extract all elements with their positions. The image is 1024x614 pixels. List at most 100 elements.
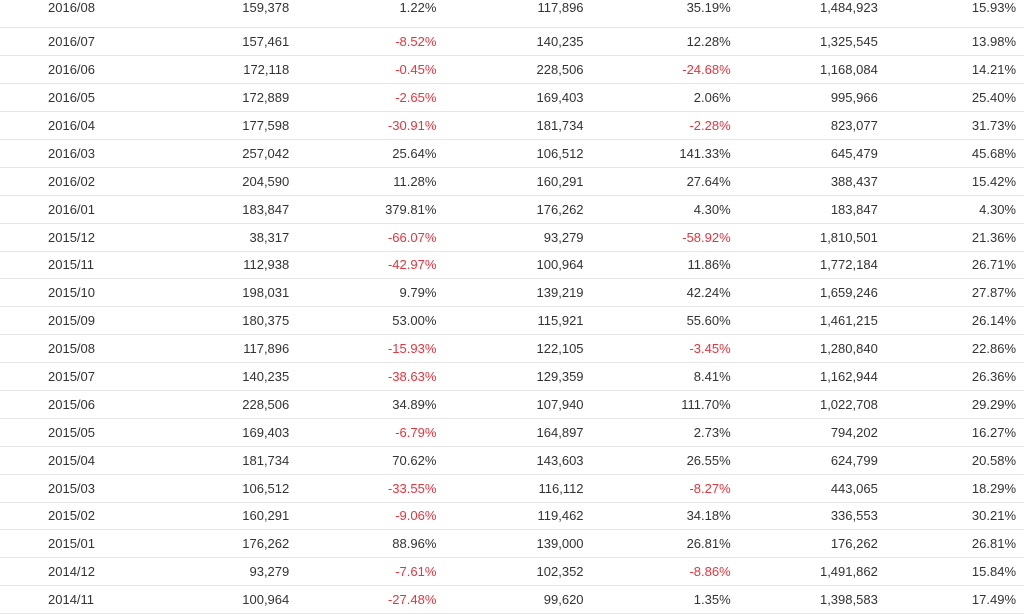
value-a-cell: 169,403 [151, 418, 290, 447]
value-a-cell: 159,378 [151, 0, 290, 29]
cumulative-cell: 1,461,215 [730, 306, 878, 336]
cumulative-change-cell: 30.21% [877, 502, 1024, 531]
table-row: 2015/09 180,375 53.00% 115,921 55.60% 1,461,2… [0, 306, 1024, 336]
cumulative-cell: 1,022,708 [730, 390, 878, 419]
cumulative-change-cell: 25.40% [877, 83, 1024, 113]
change-b-cell: 4.30% [583, 195, 731, 224]
cumulative-change-cell: 14.21% [877, 55, 1024, 85]
change-b-cell: -24.68% [583, 55, 731, 85]
table-row: 2016/07 157,461 -8.52% 140,235 12.28% 1,325,5… [0, 27, 1024, 57]
cumulative-cell: 1,398,583 [730, 585, 878, 614]
table-row: 2015/03 106,512 -33.55% 116,112 -8.27% 443,06… [0, 474, 1024, 503]
change-b-cell: 42.24% [583, 278, 731, 308]
table-row: 2015/11 112,938 -42.97% 100,964 11.86% 1,772,… [0, 251, 1024, 280]
change-b-cell: -8.86% [583, 557, 731, 587]
cumulative-cell: 176,262 [730, 529, 878, 559]
table-row: 2016/04 177,598 -30.91% 181,734 -2.28% 823,07… [0, 111, 1024, 140]
change-a-cell: -33.55% [289, 474, 437, 503]
value-b-cell: 228,506 [436, 55, 584, 85]
month-cell: 2016/08 [0, 0, 152, 29]
change-a-cell: -7.61% [289, 557, 437, 587]
change-b-cell: 55.60% [583, 306, 731, 336]
change-a-cell: -66.07% [289, 223, 437, 252]
table-row: 2016/02 204,590 11.28% 160,291 27.64% 388,437… [0, 167, 1024, 196]
change-a-cell: 88.96% [289, 529, 437, 559]
change-a-cell: 70.62% [289, 446, 437, 475]
month-cell: 2015/08 [0, 334, 152, 364]
value-a-cell: 100,964 [151, 585, 290, 614]
value-b-cell: 119,462 [436, 502, 584, 531]
cumulative-change-cell: 15.93% [877, 0, 1024, 29]
month-cell: 2015/02 [0, 502, 152, 531]
change-b-cell: 12.28% [583, 27, 731, 57]
change-a-cell: -0.45% [289, 55, 437, 85]
value-b-cell: 139,000 [436, 529, 584, 559]
change-a-cell: 25.64% [289, 139, 437, 168]
cumulative-change-cell: 15.84% [877, 557, 1024, 587]
change-a-cell: 9.79% [289, 278, 437, 308]
change-b-cell: 26.81% [583, 529, 731, 559]
value-a-cell: 160,291 [151, 502, 290, 531]
table-row: 2015/04 181,734 70.62% 143,603 26.55% 624,799… [0, 446, 1024, 475]
month-cell: 2016/05 [0, 83, 152, 113]
change-b-cell: 111.70% [583, 390, 731, 419]
change-b-cell: 1.35% [583, 585, 731, 614]
change-a-cell: 1.22% [289, 0, 437, 29]
value-a-cell: 172,889 [151, 83, 290, 113]
value-a-cell: 177,598 [151, 111, 290, 140]
cumulative-change-cell: 21.36% [877, 223, 1024, 252]
change-b-cell: 11.86% [583, 251, 731, 280]
value-b-cell: 169,403 [436, 83, 584, 113]
month-cell: 2015/12 [0, 223, 152, 252]
month-cell: 2016/07 [0, 27, 152, 57]
value-a-cell: 183,847 [151, 195, 290, 224]
cumulative-cell: 1,280,840 [730, 334, 878, 364]
change-a-cell: -42.97% [289, 251, 437, 280]
cumulative-change-cell: 17.49% [877, 585, 1024, 614]
cumulative-change-cell: 27.87% [877, 278, 1024, 308]
month-cell: 2016/01 [0, 195, 152, 224]
cumulative-cell: 823,077 [730, 111, 878, 140]
table-row: 2016/06 172,118 -0.45% 228,506 -24.68% 1,168,… [0, 55, 1024, 85]
change-a-cell: -30.91% [289, 111, 437, 140]
change-b-cell: 35.19% [583, 0, 731, 29]
cumulative-cell: 388,437 [730, 167, 878, 196]
cumulative-change-cell: 26.14% [877, 306, 1024, 336]
table-row: 2015/05 169,403 -6.79% 164,897 2.73% 794,202 1… [0, 418, 1024, 447]
table-row: 2015/06 228,506 34.89% 107,940 111.70% 1,022,… [0, 390, 1024, 419]
value-b-cell: 106,512 [436, 139, 584, 168]
month-cell: 2016/06 [0, 55, 152, 85]
value-a-cell: 106,512 [151, 474, 290, 503]
cumulative-cell: 336,553 [730, 502, 878, 531]
cumulative-change-cell: 13.98% [877, 27, 1024, 57]
month-cell: 2015/06 [0, 390, 152, 419]
cumulative-cell: 624,799 [730, 446, 878, 475]
change-b-cell: -2.28% [583, 111, 731, 140]
cumulative-cell: 1,491,862 [730, 557, 878, 587]
change-a-cell: 379.81% [289, 195, 437, 224]
cumulative-change-cell: 26.81% [877, 529, 1024, 559]
change-b-cell: -3.45% [583, 334, 731, 364]
value-b-cell: 122,105 [436, 334, 584, 364]
value-a-cell: 38,317 [151, 223, 290, 252]
cumulative-cell: 995,966 [730, 83, 878, 113]
value-a-cell: 257,042 [151, 139, 290, 168]
value-b-cell: 164,897 [436, 418, 584, 447]
change-a-cell: -27.48% [289, 585, 437, 614]
change-a-cell: -9.06% [289, 502, 437, 531]
table-row: 2015/02 160,291 -9.06% 119,462 34.18% 336,553… [0, 502, 1024, 531]
value-b-cell: 143,603 [436, 446, 584, 475]
month-cell: 2014/12 [0, 557, 152, 587]
cumulative-change-cell: 26.71% [877, 251, 1024, 280]
change-a-cell: 11.28% [289, 167, 437, 196]
cumulative-cell: 645,479 [730, 139, 878, 168]
value-a-cell: 157,461 [151, 27, 290, 57]
value-b-cell: 160,291 [436, 167, 584, 196]
cumulative-change-cell: 29.29% [877, 390, 1024, 419]
table-row: 2014/12 93,279 -7.61% 102,352 -8.86% 1,491,86… [0, 557, 1024, 587]
cumulative-cell: 1,810,501 [730, 223, 878, 252]
table-row: 2016/08 159,378 1.22% 117,896 35.19% 1,484,92… [0, 0, 1024, 29]
value-b-cell: 139,219 [436, 278, 584, 308]
table-row: 2015/10 198,031 9.79% 139,219 42.24% 1,659,24… [0, 278, 1024, 308]
